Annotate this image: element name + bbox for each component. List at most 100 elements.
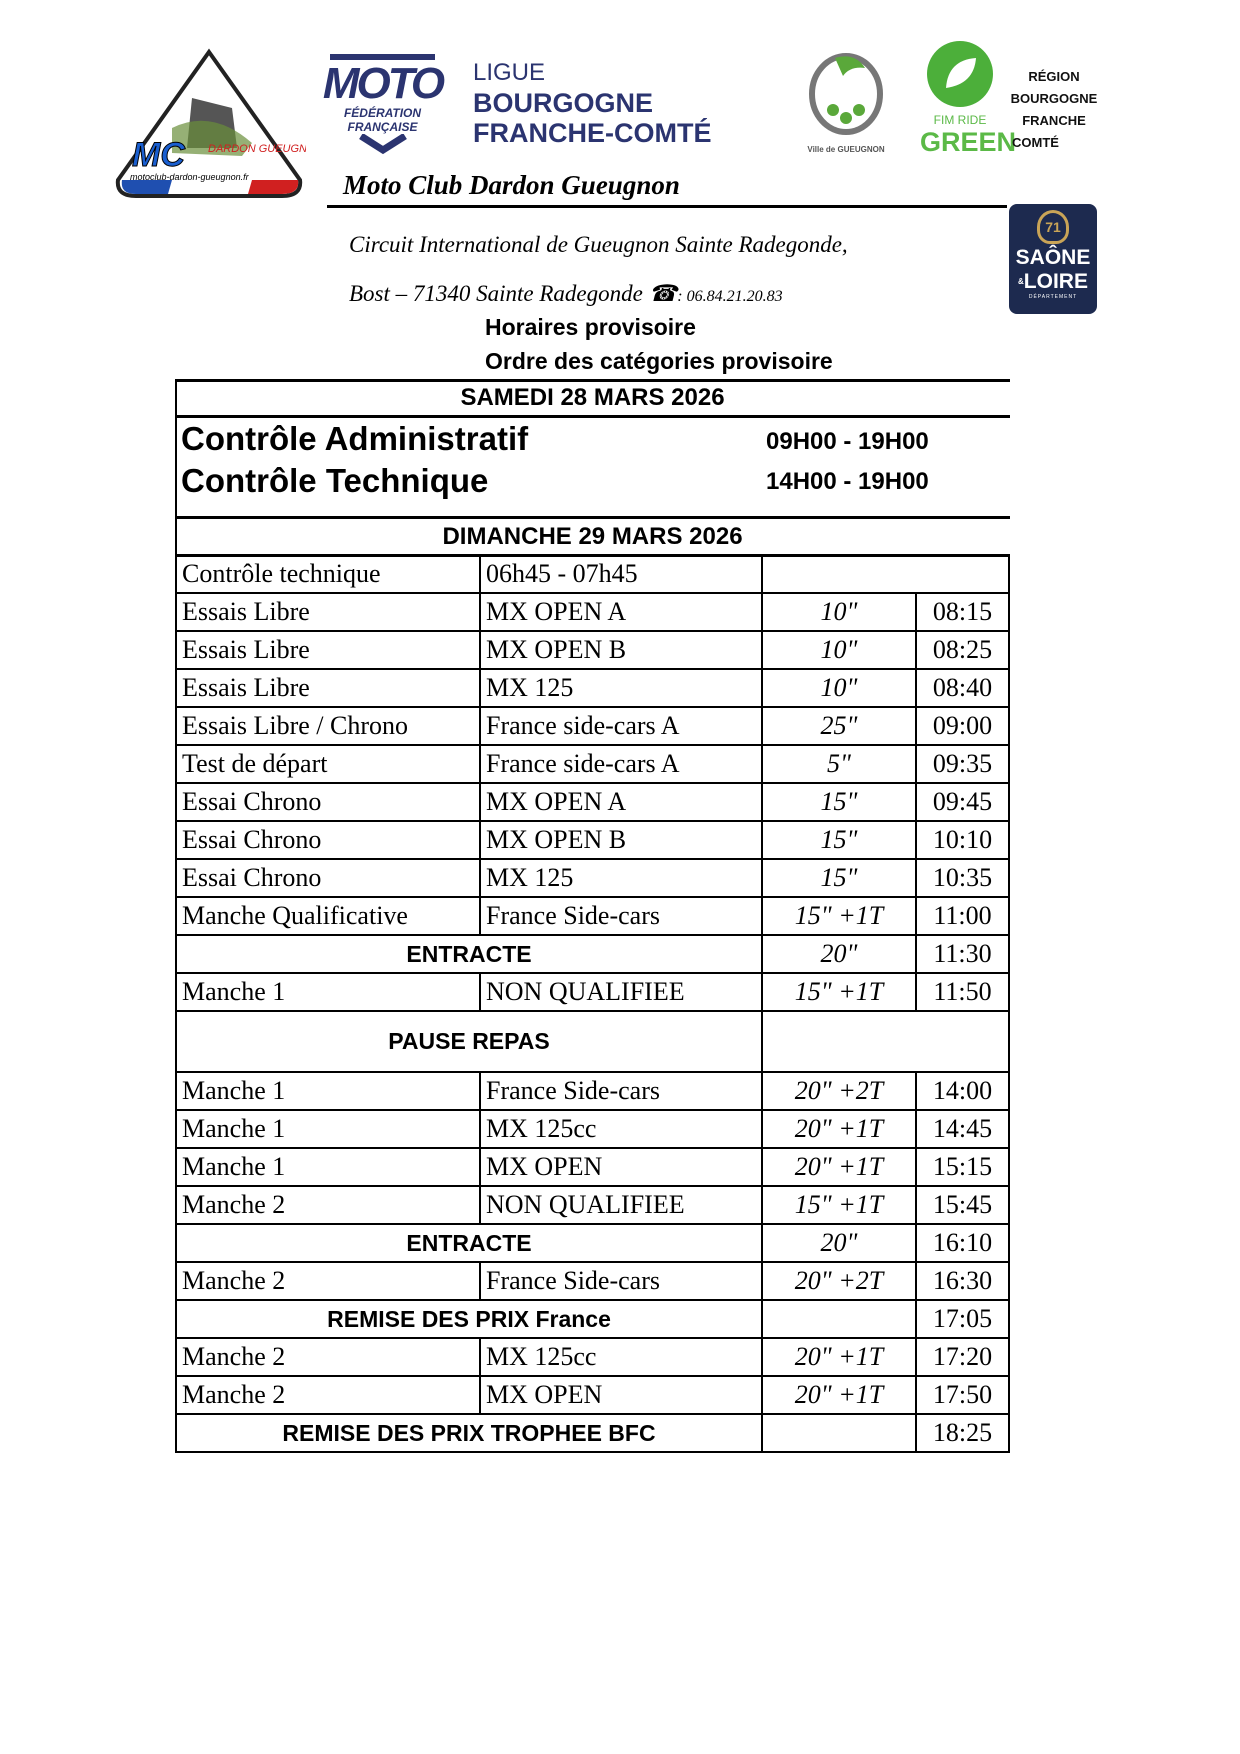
telephone-icon: ☎ bbox=[648, 281, 678, 306]
session-cell: Test de départ bbox=[175, 746, 479, 784]
table-row: Manche 1 NON QUALIFIEE 15" +1T 11:50 bbox=[175, 974, 1010, 1012]
category-cell: NON QUALIFIEE bbox=[479, 974, 761, 1012]
session-cell: Manche 1 bbox=[175, 1073, 479, 1111]
session-cell: Essai Chrono bbox=[175, 822, 479, 860]
dept-line1: SAÔNE bbox=[1015, 246, 1091, 269]
session-cell: Manche 1 bbox=[175, 1149, 479, 1187]
ligue-logo: LIGUE BOURGOGNE FRANCHE-COMTÉ bbox=[473, 58, 711, 148]
table-row: ENTRACTE 20" 11:30 bbox=[175, 936, 1010, 974]
start-time-cell: 16:30 bbox=[915, 1263, 1010, 1301]
ffm-logo: MOTO FÉDÉRATION FRANÇAISE bbox=[310, 54, 455, 161]
category-cell: MX 125cc bbox=[479, 1111, 761, 1149]
region-line3: FRANCHE bbox=[1022, 113, 1086, 128]
span-cell: REMISE DES PRIX TROPHEE BFC bbox=[175, 1415, 761, 1453]
start-time-cell: 16:10 bbox=[915, 1225, 1010, 1263]
empty-cell bbox=[761, 556, 1010, 594]
dept-number: 71 bbox=[1037, 210, 1069, 244]
ffm-logo-sub1: FÉDÉRATION bbox=[343, 106, 422, 120]
category-cell: France side-cars A bbox=[479, 708, 761, 746]
table-row: Manche 2 NON QUALIFIEE 15" +1T 15:45 bbox=[175, 1187, 1010, 1225]
start-time-cell: 11:50 bbox=[915, 974, 1010, 1012]
session-cell: Contrôle technique bbox=[175, 556, 479, 594]
ligue-line3: FRANCHE-COMTÉ bbox=[473, 118, 712, 148]
category-cell: MX OPEN B bbox=[479, 632, 761, 670]
session-cell: Essais Libre bbox=[175, 632, 479, 670]
duration-cell: 20" +1T bbox=[761, 1339, 915, 1377]
address-line2-text: Bost – 71340 Sainte Radegonde bbox=[349, 281, 643, 306]
category-cell: MX 125 bbox=[479, 670, 761, 708]
club-name: Moto Club Dardon Gueugnon bbox=[343, 170, 680, 200]
chevron-logo-icon bbox=[358, 133, 407, 155]
duration-cell: 10" bbox=[761, 632, 915, 670]
rule bbox=[175, 415, 1010, 418]
ffm-logo-word: MOTO bbox=[322, 59, 445, 108]
duration-cell: 15" bbox=[761, 784, 915, 822]
pause-cell: PAUSE REPAS bbox=[175, 1012, 761, 1073]
duration-cell: 25" bbox=[761, 708, 915, 746]
session-cell: Manche 2 bbox=[175, 1339, 479, 1377]
table-row: REMISE DES PRIX TROPHEE BFC 18:25 bbox=[175, 1415, 1010, 1453]
sunday-title: DIMANCHE 29 MARS 2026 bbox=[442, 523, 743, 550]
table-row: Essai Chrono MX OPEN A 15" 09:45 bbox=[175, 784, 1010, 822]
title-ordre: Ordre des catégories provisoire bbox=[485, 348, 833, 374]
table-row: Manche 2 France Side-cars 20" +2T 16:30 bbox=[175, 1263, 1010, 1301]
session-cell: Essai Chrono bbox=[175, 784, 479, 822]
category-cell: France side-cars A bbox=[479, 746, 761, 784]
rule bbox=[175, 554, 1010, 557]
start-time-cell: 15:45 bbox=[915, 1187, 1010, 1225]
duration-cell: 20" +1T bbox=[761, 1377, 915, 1415]
category-cell: MX 125 bbox=[479, 860, 761, 898]
session-cell: Manche 1 bbox=[175, 1111, 479, 1149]
title-horaires: Horaires provisoire bbox=[485, 314, 696, 340]
session-cell: Essai Chrono bbox=[175, 860, 479, 898]
ffm-logo-sub2: FRANÇAISE bbox=[347, 120, 418, 134]
address-line2: Bost – 71340 Sainte Radegonde ☎: 06.84.2… bbox=[349, 280, 783, 310]
duration-cell: 10" bbox=[761, 670, 915, 708]
category-cell: MX OPEN bbox=[479, 1149, 761, 1187]
dept-line2: LOIRE bbox=[1023, 270, 1088, 293]
table-row: Manche 1 MX 125cc 20" +1T 14:45 bbox=[175, 1111, 1010, 1149]
club-logo-mc: MC bbox=[132, 136, 185, 174]
start-time-cell: 09:35 bbox=[915, 746, 1010, 784]
span-cell: ENTRACTE bbox=[175, 1225, 761, 1263]
header-rule bbox=[327, 205, 1007, 208]
ligue-line2: BOURGOGNE bbox=[473, 88, 654, 118]
session-cell: Essais Libre bbox=[175, 670, 479, 708]
duration-cell: 15" +1T bbox=[761, 898, 915, 936]
duration-cell: 20" +2T bbox=[761, 1263, 915, 1301]
span-cell: ENTRACTE bbox=[175, 936, 761, 974]
table-row: PAUSE REPAS bbox=[175, 1012, 1010, 1073]
session-cell: Manche 2 bbox=[175, 1187, 479, 1225]
start-time-cell: 14:45 bbox=[915, 1111, 1010, 1149]
saone-et-loire-logo: 71 SAÔNE &LOIRE DÉPARTEMENT bbox=[1009, 204, 1097, 314]
session-cell: Manche Qualificative bbox=[175, 898, 479, 936]
start-time-cell: 10:35 bbox=[915, 860, 1010, 898]
category-cell: MX OPEN A bbox=[479, 784, 761, 822]
category-cell: 06h45 - 07h45 bbox=[479, 556, 761, 594]
leaf-icon bbox=[927, 41, 993, 107]
session-cell: Manche 1 bbox=[175, 974, 479, 1012]
start-time-cell: 08:25 bbox=[915, 632, 1010, 670]
start-time-cell: 18:25 bbox=[915, 1415, 1010, 1453]
saturday-item-label: Contrôle Technique bbox=[181, 462, 489, 499]
table-row: Essais Libre MX OPEN B 10" 08:25 bbox=[175, 632, 1010, 670]
duration-cell: 20" +1T bbox=[761, 1111, 915, 1149]
club-logo: MC DARDON GUEUGNON motoclub-dardon-gueug… bbox=[115, 48, 306, 198]
table-row: Contrôle technique 06h45 - 07h45 bbox=[175, 556, 1010, 594]
saturday-block bbox=[175, 379, 1010, 556]
empty-cell bbox=[761, 1012, 1010, 1073]
category-cell: MX OPEN A bbox=[479, 594, 761, 632]
duration-cell: 15" +1T bbox=[761, 1187, 915, 1225]
region-line4: COMTÉ bbox=[1012, 135, 1059, 150]
duration-cell: 15" +1T bbox=[761, 974, 915, 1012]
start-time-cell: 10:10 bbox=[915, 822, 1010, 860]
session-cell: Essais Libre bbox=[175, 594, 479, 632]
ville-logo-text: Ville de GUEUGNON bbox=[807, 145, 884, 154]
start-time-cell: 08:40 bbox=[915, 670, 1010, 708]
table-row: Manche 1 MX OPEN 20" +1T 15:15 bbox=[175, 1149, 1010, 1187]
address-line1: Circuit International de Gueugnon Sainte… bbox=[349, 232, 848, 257]
dept-line3: DÉPARTEMENT bbox=[1028, 294, 1078, 300]
ligue-line1: LIGUE bbox=[473, 59, 546, 86]
club-logo-url: motoclub-dardon-gueugnon.fr bbox=[130, 172, 250, 182]
